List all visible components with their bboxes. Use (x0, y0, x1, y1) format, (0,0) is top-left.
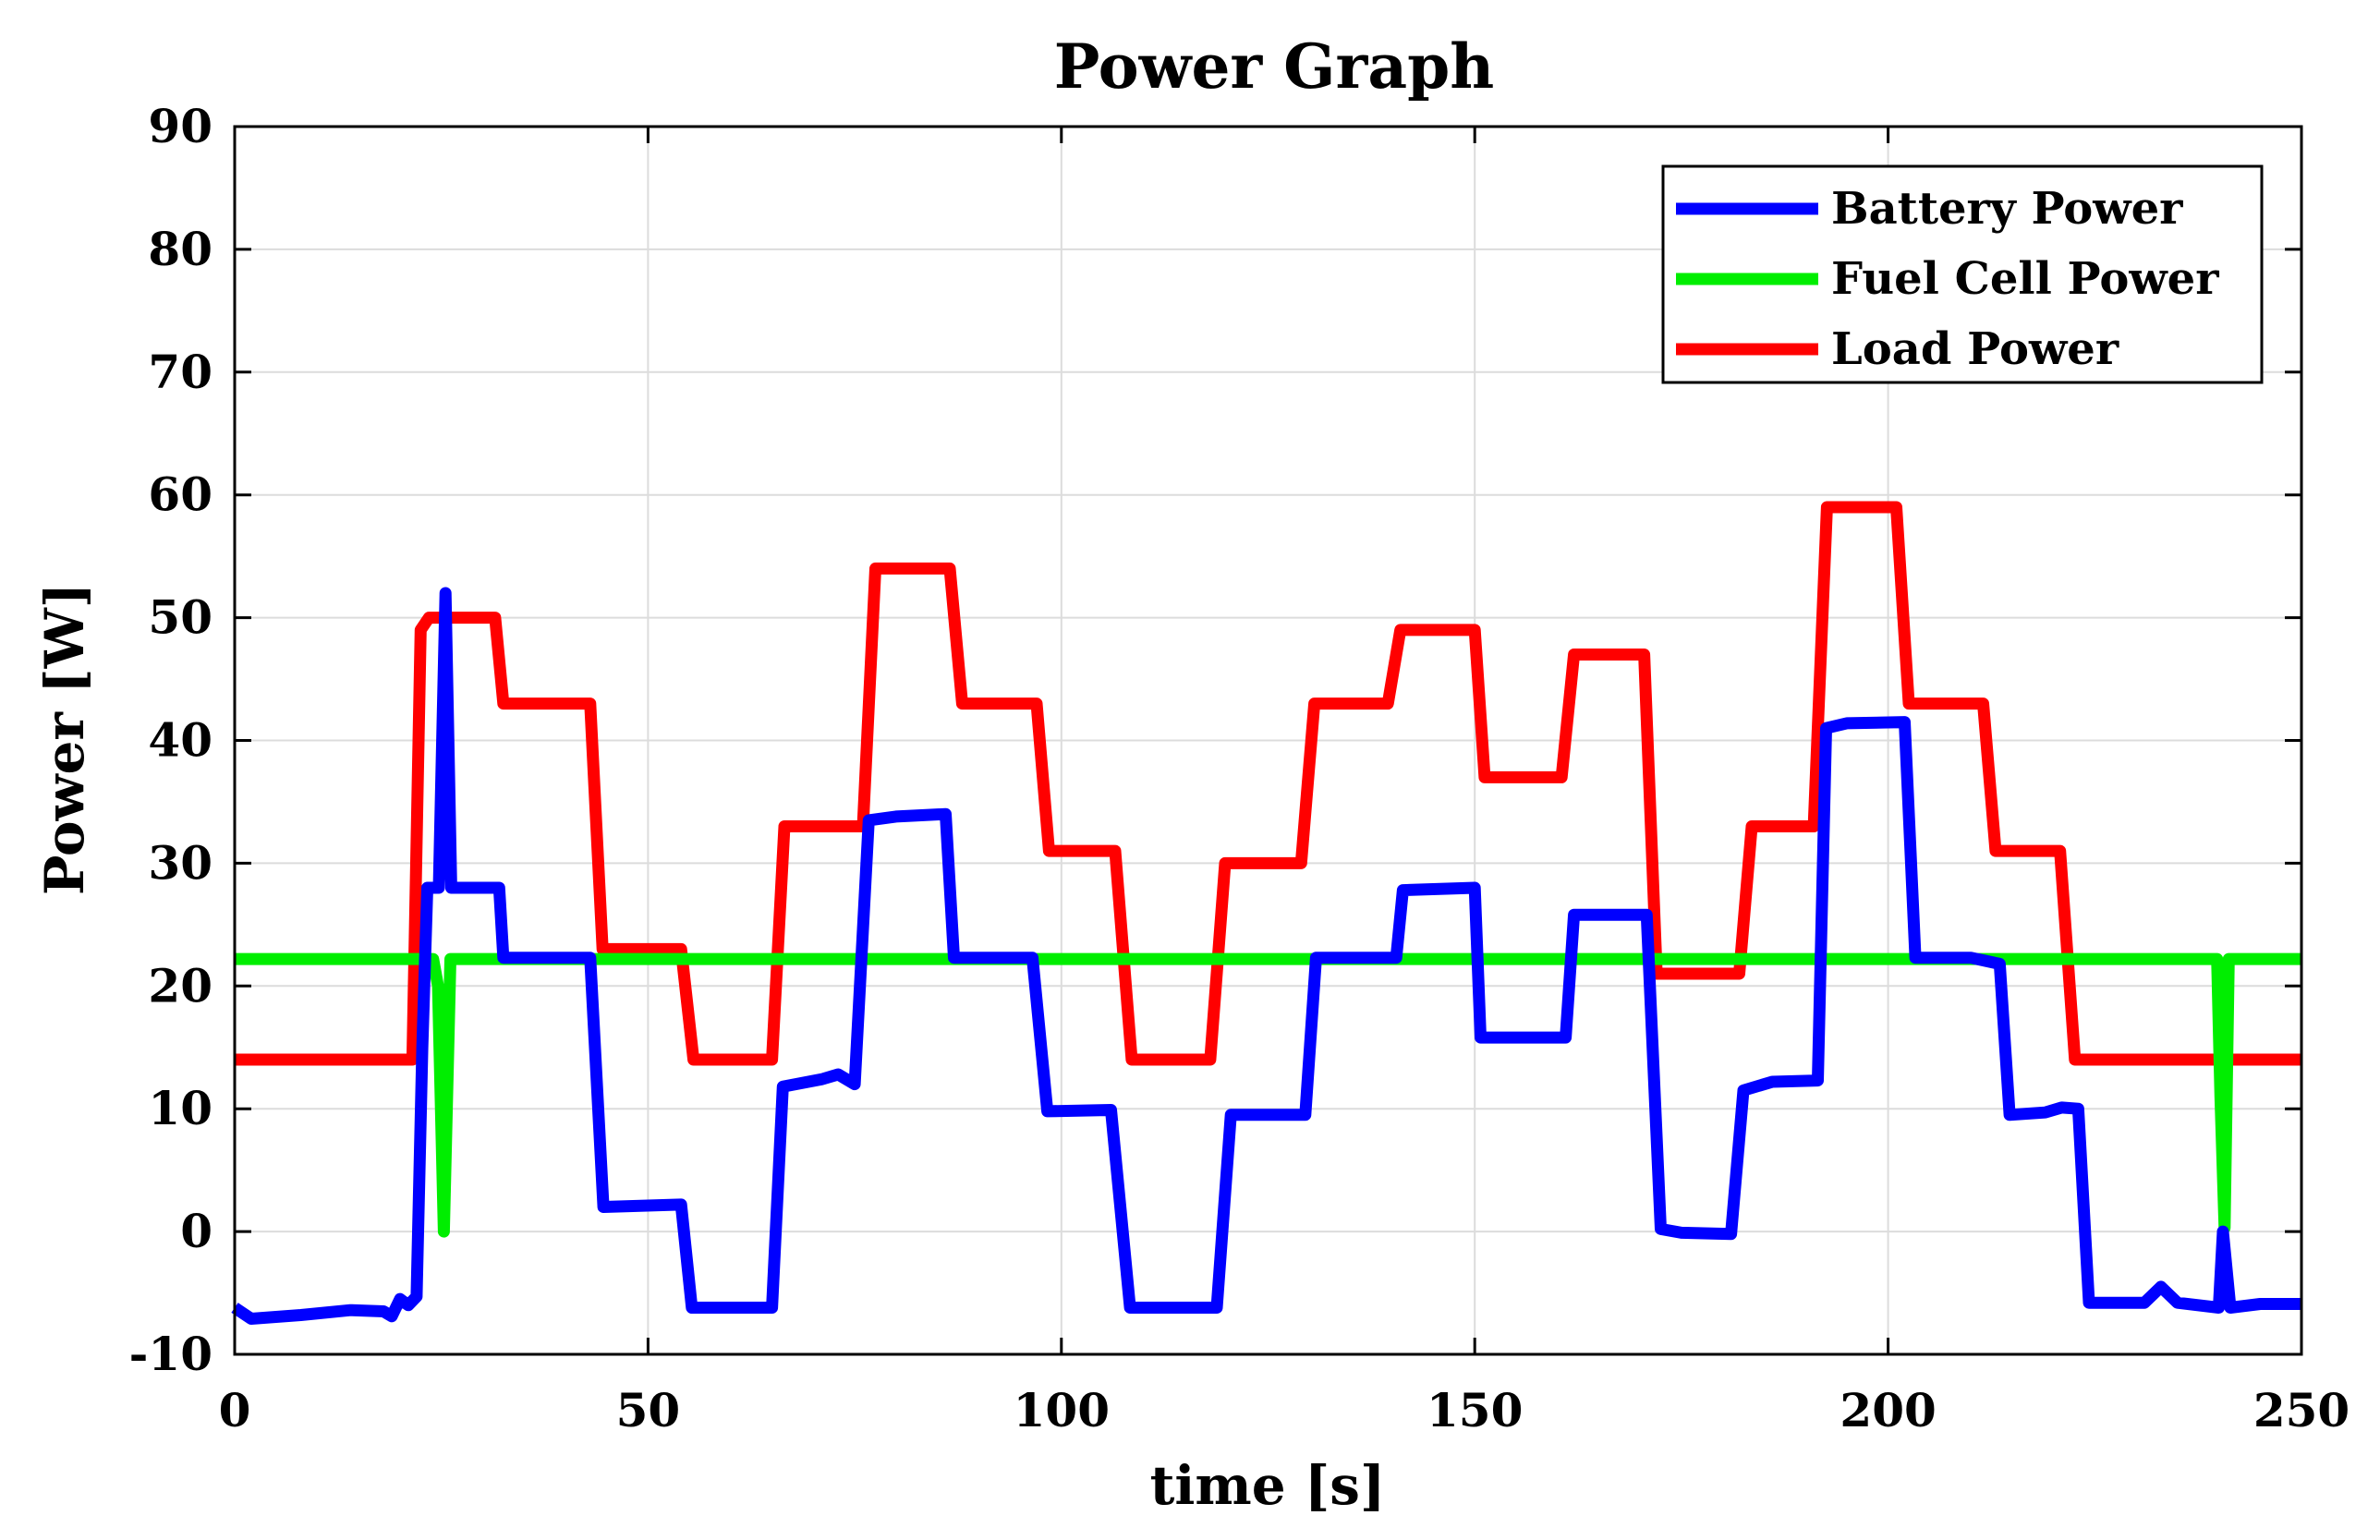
legend-label-battery-power: Battery Power (1831, 183, 2183, 235)
chart-title: Power Graph (1054, 30, 1494, 103)
y-axis-label: Power [W] (33, 583, 96, 895)
y-tick-label: 90 (148, 99, 212, 153)
series-line-battery-power (231, 587, 2301, 1325)
y-tick-label: 10 (148, 1081, 212, 1135)
legend-label-load-power: Load Power (1831, 323, 2119, 375)
x-tick-label: 250 (2253, 1383, 2350, 1437)
x-axis-label: time [s] (1150, 1454, 1386, 1517)
y-tick-label: 30 (148, 835, 212, 890)
y-tick-label: 20 (148, 958, 212, 1013)
y-tick-label: 80 (148, 222, 212, 276)
x-tick-label: 200 (1840, 1383, 1936, 1437)
x-tick-label: 150 (1427, 1383, 1523, 1437)
y-tick-label: 0 (180, 1204, 212, 1258)
y-tick-label: 40 (148, 713, 212, 768)
y-tick-label: 70 (148, 345, 212, 399)
y-tick-label: 60 (148, 467, 212, 522)
x-tick-label: 100 (1014, 1383, 1110, 1437)
x-tick-label: 50 (616, 1383, 681, 1437)
x-tick-label: 0 (219, 1383, 251, 1437)
series-line-load-power (235, 501, 2301, 1066)
legend: Battery Power Fuel Cell Power Load Power (1661, 164, 2264, 384)
y-tick-label: -10 (129, 1327, 212, 1381)
series-layer (231, 501, 2301, 1325)
y-tick-label: 50 (148, 590, 212, 645)
series-line-fuel-cell-power (235, 952, 2301, 1238)
legend-label-fuel-cell-power: Fuel Cell Power (1831, 253, 2219, 305)
